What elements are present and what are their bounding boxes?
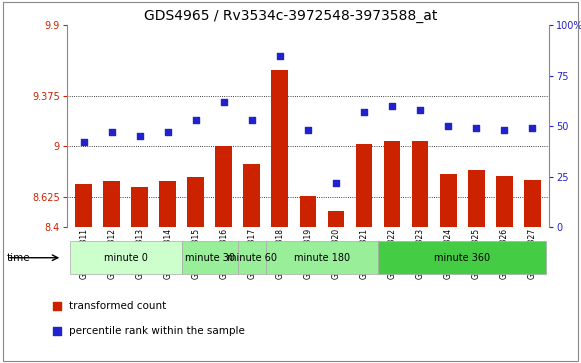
Bar: [131, 187, 148, 227]
Point: [303, 127, 313, 133]
Bar: [524, 180, 541, 227]
Point: [331, 180, 340, 185]
Point: [360, 109, 369, 115]
Bar: [356, 144, 372, 227]
Bar: [271, 70, 288, 227]
Point: [163, 129, 173, 135]
Text: minute 180: minute 180: [294, 253, 350, 263]
Bar: [216, 146, 232, 227]
Bar: [300, 196, 316, 227]
Bar: [70, 241, 182, 274]
Bar: [238, 241, 266, 274]
Bar: [187, 177, 204, 227]
Point: [275, 53, 285, 58]
Point: [79, 139, 88, 145]
Point: [443, 123, 453, 129]
Point: [191, 117, 200, 123]
Bar: [383, 141, 400, 227]
Bar: [75, 184, 92, 227]
Bar: [266, 241, 378, 274]
Point: [52, 303, 62, 309]
Point: [528, 125, 537, 131]
Bar: [243, 164, 260, 227]
Point: [472, 125, 481, 131]
Point: [107, 129, 116, 135]
Point: [135, 133, 144, 139]
Text: transformed count: transformed count: [70, 301, 167, 311]
Text: GDS4965 / Rv3534c-3972548-3973588_at: GDS4965 / Rv3534c-3972548-3973588_at: [144, 9, 437, 23]
Text: minute 360: minute 360: [434, 253, 490, 263]
Point: [415, 107, 425, 113]
Point: [247, 117, 256, 123]
Point: [388, 103, 397, 109]
Bar: [496, 176, 512, 227]
Text: minute 0: minute 0: [104, 253, 148, 263]
Text: minute 30: minute 30: [185, 253, 235, 263]
Text: time: time: [7, 253, 31, 263]
Text: minute 60: minute 60: [227, 253, 277, 263]
Bar: [328, 211, 345, 227]
Bar: [440, 175, 457, 227]
Bar: [412, 141, 428, 227]
Bar: [468, 171, 485, 227]
Bar: [182, 241, 238, 274]
Text: percentile rank within the sample: percentile rank within the sample: [70, 326, 245, 336]
Bar: [378, 241, 546, 274]
Point: [219, 99, 228, 105]
Point: [52, 328, 62, 334]
Bar: [159, 181, 176, 227]
Bar: [103, 181, 120, 227]
Point: [500, 127, 509, 133]
